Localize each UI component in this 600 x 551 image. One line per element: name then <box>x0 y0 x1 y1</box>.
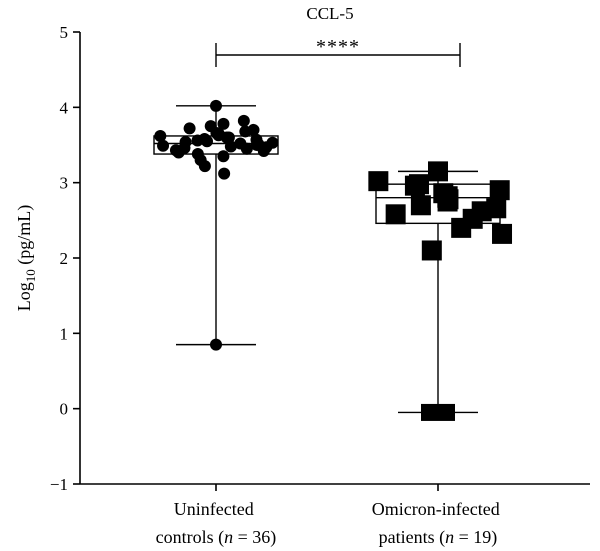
data-point <box>410 195 431 216</box>
significance-bracket: **** <box>215 36 461 67</box>
data-point <box>210 338 222 351</box>
y-axis-label: Log10 (pg/mL) <box>14 205 38 312</box>
data-point <box>154 129 167 142</box>
group-uninfected <box>153 99 279 351</box>
data-point <box>404 175 425 196</box>
data-point <box>172 146 185 159</box>
y-tick-label: 4 <box>60 98 69 117</box>
data-point <box>218 167 231 180</box>
group-omicron <box>368 161 513 421</box>
data-point <box>217 150 230 163</box>
significance-label: **** <box>316 36 360 58</box>
y-ticks: −1 0 1 2 3 4 5 <box>50 23 80 494</box>
data-point <box>191 134 204 147</box>
y-tick-label: −1 <box>50 475 68 494</box>
data-point <box>217 117 230 130</box>
data-point <box>385 204 406 225</box>
chart-title: CCL-5 <box>306 4 353 23</box>
data-point <box>198 160 211 173</box>
data-point <box>157 139 170 152</box>
data-point <box>183 122 196 135</box>
y-tick-label: 2 <box>60 249 69 268</box>
y-tick-label: 3 <box>60 174 69 193</box>
data-point <box>492 223 513 244</box>
data-point <box>437 191 458 212</box>
y-tick-label: 0 <box>60 400 69 419</box>
data-point <box>421 403 455 421</box>
data-point <box>489 180 510 201</box>
y-tick-label: 1 <box>60 324 69 343</box>
category-label-omicron: Omicron-infected patients (n = 19) <box>372 499 504 548</box>
data-point <box>239 125 252 138</box>
data-point <box>368 171 389 192</box>
data-point <box>210 99 222 112</box>
data-point <box>428 161 448 182</box>
data-point <box>421 240 442 261</box>
data-point <box>451 217 472 238</box>
data-point <box>200 135 213 148</box>
data-point <box>224 140 237 153</box>
data-point <box>222 131 235 144</box>
category-label-uninfected: Uninfected controls (n = 36) <box>156 499 277 548</box>
data-point <box>257 145 270 158</box>
x-ticks <box>215 484 439 491</box>
data-point <box>240 142 253 155</box>
plot-layer <box>153 99 513 421</box>
data-point <box>237 114 250 127</box>
y-tick-label: 5 <box>60 23 69 42</box>
